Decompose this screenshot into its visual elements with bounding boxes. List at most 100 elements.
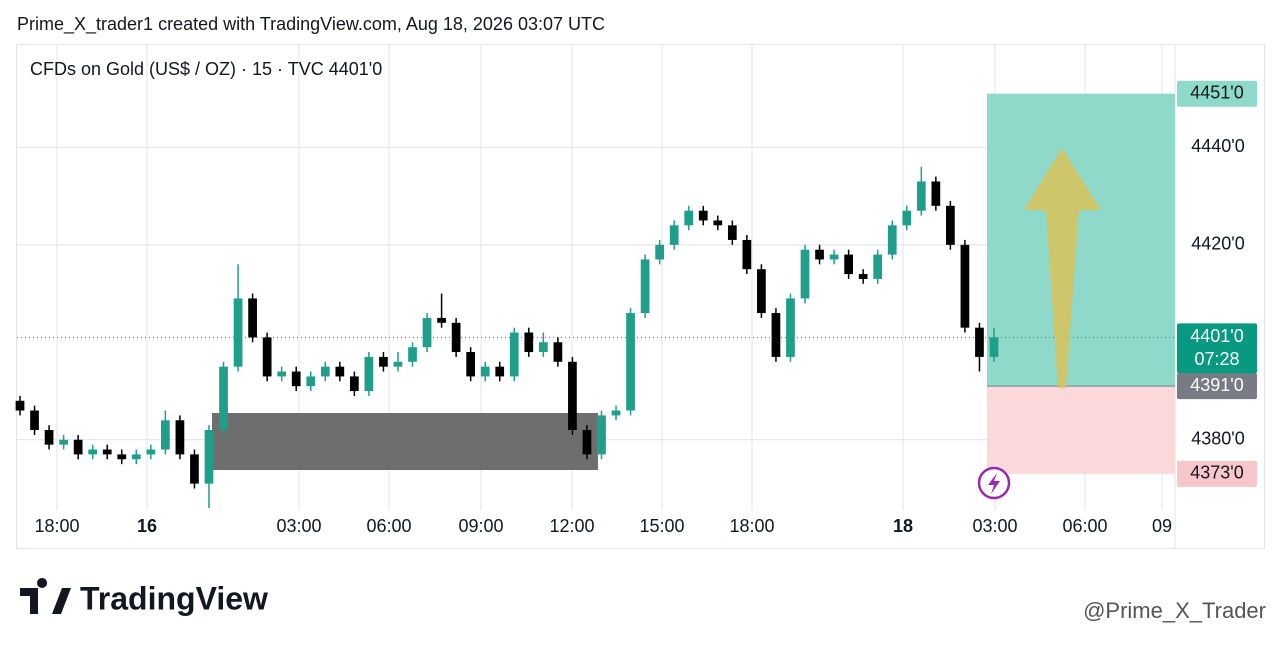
x-tick-label: 18:00: [729, 516, 774, 536]
x-tick-label: 03:00: [276, 516, 321, 536]
x-tick-label: 16: [137, 516, 157, 536]
candle-body: [815, 249, 824, 260]
x-tick-label: 18:00: [34, 516, 79, 536]
candle-body: [684, 210, 694, 226]
candle-body: [379, 356, 388, 367]
alert-bolt: [988, 473, 1000, 494]
take-profit-box: [1177, 80, 1257, 107]
x-tick-label: 03:00: [972, 516, 1017, 536]
candle-body: [873, 254, 883, 279]
y-tick-label: 4420'0: [1191, 234, 1245, 254]
loss-zone: [987, 386, 1175, 474]
candle-body: [306, 376, 316, 387]
up-arrow: [1024, 148, 1101, 388]
candle-body: [902, 210, 912, 226]
candle-body: [989, 337, 999, 357]
candle-body: [466, 352, 476, 377]
candle-body: [146, 449, 156, 455]
stop-loss-box: [1177, 460, 1257, 487]
candle-body: [59, 439, 68, 445]
candle-body: [597, 415, 606, 455]
watermark: @Prime_X_Trader: [1083, 598, 1266, 623]
x-tick-label: 09: [1152, 516, 1172, 536]
take-profit-label: 4451'0: [1190, 82, 1244, 102]
candle-body: [248, 298, 257, 338]
candle-body: [931, 181, 941, 206]
x-tick-label: 12:00: [549, 516, 594, 536]
candle-body: [44, 430, 54, 445]
candle-body: [640, 259, 650, 314]
candle-body: [495, 366, 505, 377]
candle-body: [669, 225, 679, 245]
candle-body: [858, 274, 868, 279]
candle-body: [553, 342, 563, 362]
candle-body: [30, 410, 39, 431]
candle-body: [102, 449, 112, 455]
candle-body: [829, 254, 839, 260]
last-price-box: [1177, 323, 1257, 374]
candle-body: [277, 371, 287, 377]
candle-body: [451, 322, 461, 353]
candle-body: [233, 298, 243, 367]
x-tick-label: 09:00: [458, 516, 503, 536]
countdown: 07:28: [1194, 349, 1239, 369]
candle-body: [655, 244, 665, 260]
candle-body: [611, 410, 621, 416]
x-tick-label: 18: [893, 516, 913, 536]
candle-body: [349, 376, 359, 392]
candle-body: [262, 337, 272, 377]
candle-body: [538, 342, 548, 353]
candle-body: [698, 210, 708, 221]
zone-box: [212, 413, 598, 470]
candle-body: [800, 249, 810, 299]
candle-body: [568, 361, 577, 431]
candle-body: [960, 244, 970, 328]
header: Prime_X_trader1 created with TradingView…: [17, 14, 605, 35]
candle-body: [480, 366, 490, 377]
candle-body: [175, 420, 185, 455]
x-tick-label: 06:00: [366, 516, 411, 536]
chart-frame: [16, 44, 1265, 549]
candle-body: [320, 366, 330, 377]
candle-body: [887, 225, 897, 255]
candle-body: [219, 366, 228, 431]
candle-body: [437, 317, 446, 323]
candle-body: [335, 366, 345, 377]
candle-body: [131, 454, 141, 460]
candle-body: [916, 181, 926, 211]
chart-title: CFDs on Gold (US$ / OZ) · 15 · TVC 4401'…: [30, 59, 382, 79]
candle-body: [582, 430, 592, 455]
entry-box: [1177, 373, 1257, 400]
candle-body: [727, 225, 737, 240]
candle-body: [771, 313, 781, 357]
profit-zone: [987, 93, 1175, 387]
candle-body: [524, 332, 534, 353]
stop-loss-label: 4373'0: [1190, 463, 1244, 483]
candle-body: [844, 254, 853, 275]
candle-body: [88, 449, 98, 455]
candle-body: [757, 269, 766, 314]
logo: TradingView: [20, 578, 268, 616]
candle-body: [364, 356, 374, 392]
logo-mark: [20, 578, 71, 614]
last-price-label: 4401'0: [1190, 326, 1244, 346]
y-tick-label: 4440'0: [1191, 136, 1245, 156]
candle-body: [161, 420, 170, 450]
candle-body: [73, 439, 83, 455]
candle-body: [786, 298, 795, 357]
candle-body: [15, 400, 25, 411]
candle-body: [509, 332, 519, 377]
candle-body: [626, 313, 635, 411]
entry-label: 4391'0: [1190, 375, 1244, 395]
candle-body: [422, 317, 432, 348]
candle-body: [408, 347, 417, 362]
candle-body: [946, 205, 955, 245]
candle-body: [975, 327, 984, 357]
x-tick-label: 06:00: [1062, 516, 1107, 536]
logo-text: TradingView: [80, 580, 268, 616]
candle-body: [393, 361, 403, 367]
candle-body: [190, 454, 199, 484]
candle-body: [742, 239, 752, 270]
x-tick-label: 15:00: [639, 516, 684, 536]
